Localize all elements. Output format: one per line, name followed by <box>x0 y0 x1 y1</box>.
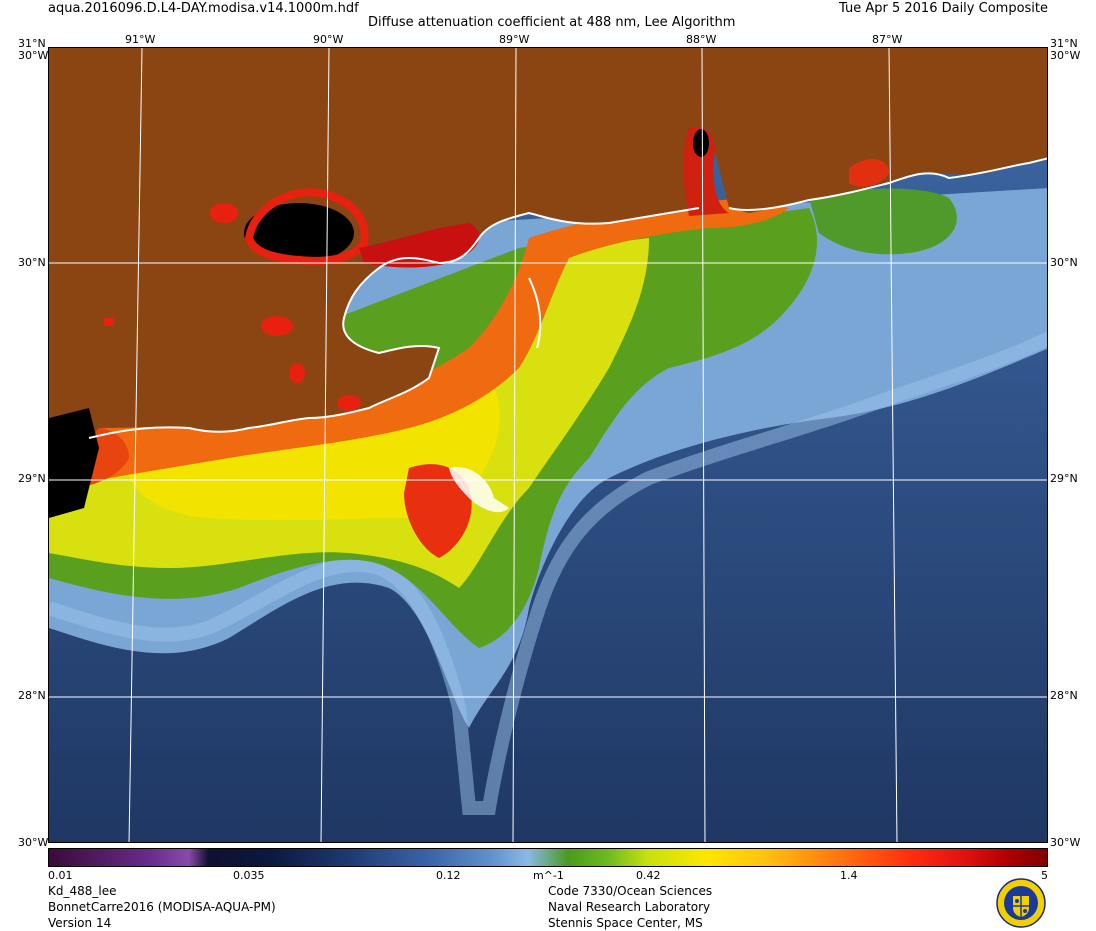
lake-borgne <box>359 223 480 268</box>
lat-label-corner-tl2: 30°W <box>18 49 49 62</box>
red-breton-sound <box>404 464 472 558</box>
land <box>49 48 1047 438</box>
map-title: Diffuse attenuation coefficient at 488 n… <box>368 15 736 30</box>
meridian-91w <box>128 48 143 842</box>
colorbar-unit: m^-1 <box>533 869 564 882</box>
lat-label-corner-br: 30°W <box>1050 836 1081 849</box>
meridian-90w <box>320 48 330 842</box>
meridian-89w <box>512 48 517 842</box>
meridian-88w <box>701 48 706 842</box>
colorbar-tick-0.12: 0.12 <box>436 869 461 882</box>
small-lake-1 <box>104 318 114 326</box>
org-code: Code 7330/Ocean Sciences <box>548 884 713 898</box>
west-black-marsh <box>49 408 99 518</box>
dataset-name: BonnetCarre2016 (MODISA-AQUA-PM) <box>48 900 276 914</box>
colorbar-tick-0.035: 0.035 <box>233 869 265 882</box>
lat-label-corner-tr: 31°N <box>1050 37 1078 50</box>
nrl-seal-icon <box>996 878 1046 928</box>
lat-label-corner-tl: 31°N <box>18 37 46 50</box>
lat-label-28n-right: 28°N <box>1050 689 1078 702</box>
lat-label-corner-tr2: 30°W <box>1050 49 1081 62</box>
org-name: Naval Research Laboratory <box>548 900 711 914</box>
lake-maurepas <box>210 203 238 223</box>
lon-label-90w: 90°W <box>313 33 344 46</box>
colorbar <box>48 848 1048 867</box>
mississippi-delta <box>449 467 509 513</box>
colorbar-tick-0.01: 0.01 <box>48 869 73 882</box>
graticule <box>49 48 1047 842</box>
chandeleur-islands <box>528 277 542 349</box>
lat-label-29n-right: 29°N <box>1050 472 1078 485</box>
product-name: Kd_488_lee <box>48 884 117 898</box>
lon-label-87w: 87°W <box>872 33 903 46</box>
lat-label-29n-left: 29°N <box>18 472 46 485</box>
map-panel[interactable] <box>48 47 1048 843</box>
colorbar-tick-5: 5 <box>1041 869 1048 882</box>
org-location: Stennis Space Center, MS <box>548 916 703 930</box>
version-text: Version 14 <box>48 916 112 930</box>
small-lake-2 <box>261 316 293 336</box>
pensacola-bay <box>849 158 889 187</box>
file-name: aqua.2016096.D.L4-DAY.modisa.v14.1000m.h… <box>48 1 359 16</box>
lon-label-88w: 88°W <box>686 33 717 46</box>
lat-label-30n-right: 30°N <box>1050 256 1078 269</box>
shelf-water-edge <box>49 331 1047 815</box>
lat-label-30n-left: 30°N <box>18 256 46 269</box>
lat-label-28n-left: 28°N <box>18 689 46 702</box>
lon-label-89w: 89°W <box>499 33 530 46</box>
composite-date: Tue Apr 5 2016 Daily Composite <box>839 1 1048 16</box>
colorbar-tick-0.42: 0.42 <box>636 869 661 882</box>
small-lake-3 <box>289 363 305 383</box>
small-lake-4 <box>337 395 361 411</box>
mobile-bay-dark <box>693 129 709 157</box>
green-patch-east <box>809 188 957 255</box>
meridian-87w <box>888 48 898 842</box>
lake-pontchartrain-edge <box>244 188 369 265</box>
colorbar-tick-1.4: 1.4 <box>840 869 858 882</box>
lon-label-91w: 91°W <box>125 33 156 46</box>
kd488-map <box>49 48 1047 842</box>
lat-label-corner-bl: 30°W <box>18 836 49 849</box>
coastline <box>88 157 1047 439</box>
